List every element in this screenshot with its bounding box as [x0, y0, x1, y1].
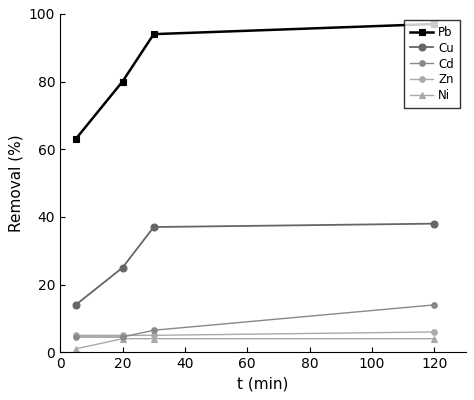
Cu [432, 221, 438, 226]
Line: Pb: Pb [72, 20, 438, 142]
Legend: Pb, Cu, Cd, Zn, Ni: Pb, Cu, Cd, Zn, Ni [404, 20, 460, 108]
Y-axis label: Removal (%): Removal (%) [9, 134, 23, 232]
Line: Ni: Ni [73, 336, 437, 352]
Zn [151, 333, 156, 338]
Cu [151, 225, 156, 230]
Pb [119, 79, 125, 84]
X-axis label: t (min): t (min) [237, 377, 289, 392]
Cu [73, 302, 79, 307]
Zn [119, 333, 125, 338]
Cd [73, 335, 79, 340]
Pb [151, 32, 156, 36]
Ni [119, 336, 125, 341]
Ni [432, 336, 438, 341]
Cd [119, 335, 125, 340]
Ni [73, 346, 79, 351]
Cd [432, 302, 438, 307]
Zn [432, 330, 438, 334]
Line: Zn: Zn [73, 329, 437, 338]
Zn [73, 333, 79, 338]
Ni [151, 336, 156, 341]
Pb [73, 137, 79, 142]
Line: Cd: Cd [73, 302, 437, 340]
Pb [432, 22, 438, 26]
Line: Cu: Cu [72, 220, 438, 308]
Cu [119, 265, 125, 270]
Cd [151, 328, 156, 333]
